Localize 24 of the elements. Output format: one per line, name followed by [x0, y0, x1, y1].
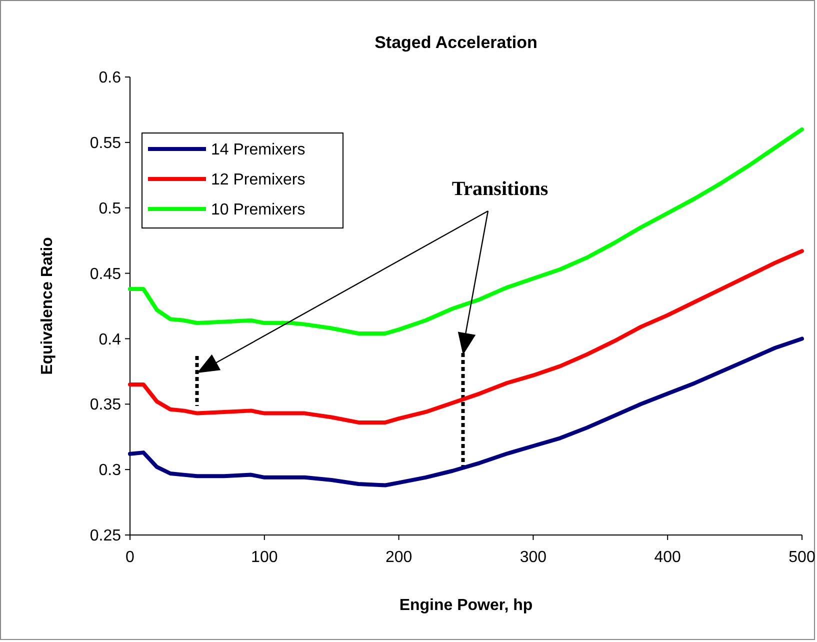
- legend-label: 14 Premixers: [211, 142, 306, 159]
- x-tick-label: 500: [788, 549, 816, 566]
- x-axis-title: Engine Power, hp: [399, 597, 533, 614]
- y-tick-label: 0.5: [98, 200, 122, 218]
- y-tick-label: 0.4: [98, 331, 122, 348]
- chart-title: Staged Acceleration: [374, 33, 538, 52]
- line-series: [128, 249, 804, 424]
- x-tick-label: 200: [385, 549, 412, 566]
- y-axis-title: Equivalence Ratio: [39, 236, 56, 375]
- y-tick-label: 0.55: [90, 135, 122, 152]
- line-series: [128, 336, 804, 488]
- x-tick-label: 400: [654, 549, 682, 566]
- legend-label: 10 Premixers: [211, 202, 306, 219]
- y-tick-label: 0.45: [90, 266, 122, 283]
- line-series: [128, 127, 804, 336]
- y-tick-label: 0.25: [90, 528, 122, 545]
- y-tick-label: 0.35: [90, 396, 122, 414]
- y-tick-label: 0.6: [98, 70, 122, 87]
- y-tick-label: 0.3: [98, 462, 122, 480]
- x-tick-label: 100: [251, 549, 278, 566]
- legend-label: 12 Premixers: [211, 172, 306, 189]
- x-tick-label: 0: [126, 549, 135, 566]
- x-tick-label: 300: [520, 549, 547, 566]
- annotation: Transitions: [452, 178, 548, 200]
